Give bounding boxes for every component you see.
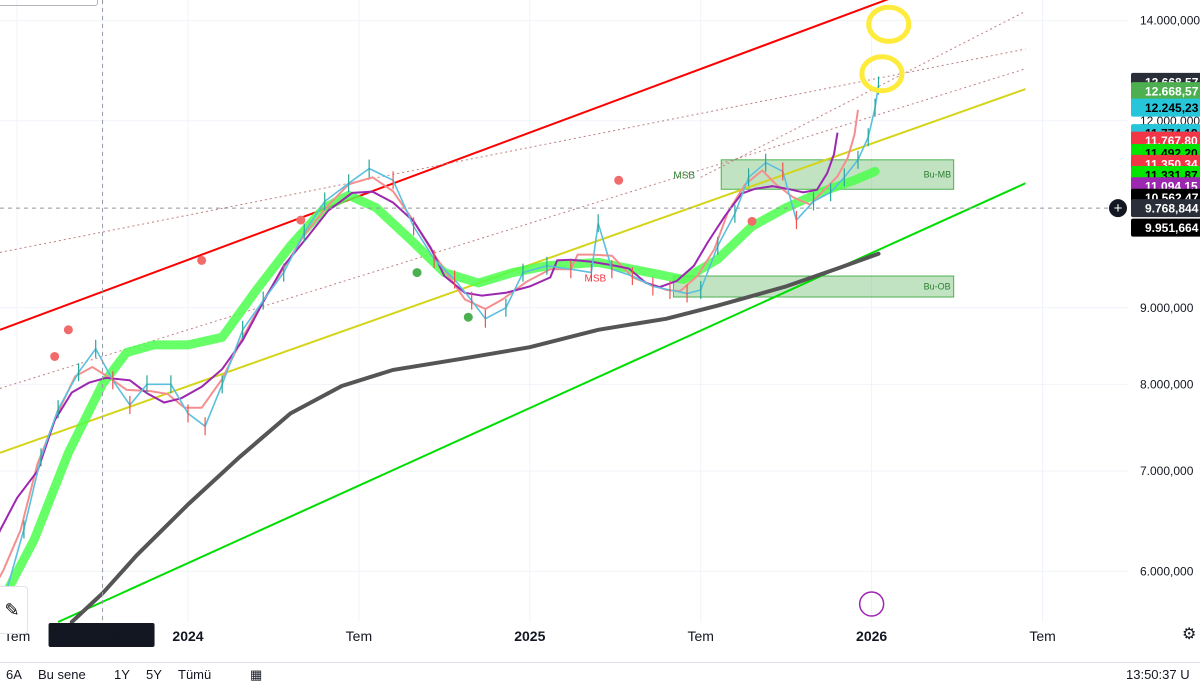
highlight-circle [866,4,912,44]
price-tag [1131,82,1200,101]
trend-ribbon [0,166,880,610]
range-5y[interactable]: 5Y [146,667,162,682]
y-tick-label: 7.000,000 [1140,464,1194,478]
signal-dot [412,268,422,278]
draw-tool-button[interactable]: ✎ [0,586,28,634]
lightning-icon [858,591,885,617]
add-alert-plus: + [1114,200,1123,217]
zone-label: Bu-OB [924,282,951,292]
trend-line-dotted-1 [0,48,1026,253]
moving-average-line [0,132,839,533]
price-tag [1131,199,1200,218]
price-chart[interactable]: Bu-MBBu-OBMSBMSB+14.000,00012.000,0009.0… [0,0,1200,662]
signal-dot [463,312,473,322]
price-tag-label: 12.668,57 [1145,85,1199,99]
signal-dot [63,325,73,335]
y-tick-label: 6.000,000 [1140,564,1194,578]
pencil-icon: ✎ [4,599,20,620]
range-1y[interactable]: 1Y [114,667,130,682]
trend-line-red-channel [0,0,889,331]
trend-line-dotted-3 [700,10,1026,178]
signal-dot [50,351,60,361]
price-tag-label: 9.951,664 [1145,221,1199,235]
signal-dot [747,216,757,226]
y-tick-label: 8.000,000 [1140,377,1194,391]
add-alert-icon [1109,199,1127,218]
msb-label: MSB [673,171,695,182]
x-tick-label: 2026 [856,628,887,644]
price-tag-label: 12.245,23 [1145,101,1199,115]
signal-dot [197,255,207,265]
y-tick-label: 14.000,000 [1140,14,1200,28]
clock-time: 13:50:37 U [1126,667,1190,682]
range-all[interactable]: Tümü [178,667,212,682]
x-crosshair-tag [48,623,155,647]
trend-line-dotted-2 [0,68,1026,389]
x-tick-label: Tem [688,628,714,644]
signal-dot [296,215,306,225]
signal-dot [614,175,624,185]
moving-average-line [0,109,859,579]
symbol-box[interactable] [0,0,98,6]
range-6m[interactable]: 6A [6,667,22,682]
y-tick-label: 9.000,000 [1140,301,1194,315]
x-tick-label: 2024 [172,628,203,644]
range-bar: 6A Bu sene 1Y 5Y Tümü ▦ 13:50:37 U [0,662,1200,682]
x-tick-label: Tem [1029,628,1055,644]
zone-label: Bu-MB [924,170,952,180]
range-ytd[interactable]: Bu sene [38,667,86,682]
x-crosshair-label: Pzt 02 Eki '23 [60,627,145,643]
highlight-circle [859,54,905,94]
calendar-icon[interactable]: ▦ [250,667,263,682]
x-tick-label: 2025 [514,628,545,644]
gear-icon[interactable]: ⚙ [1182,626,1197,643]
ma200-line [69,251,881,624]
price-tag [1131,98,1200,117]
msb-label: MSB [585,274,607,285]
price-tag-label: 9.768,844 [1145,202,1199,216]
trend-line-green-channel [57,182,1026,623]
x-tick-label: Tem [346,628,372,644]
price-tag [1131,218,1200,237]
